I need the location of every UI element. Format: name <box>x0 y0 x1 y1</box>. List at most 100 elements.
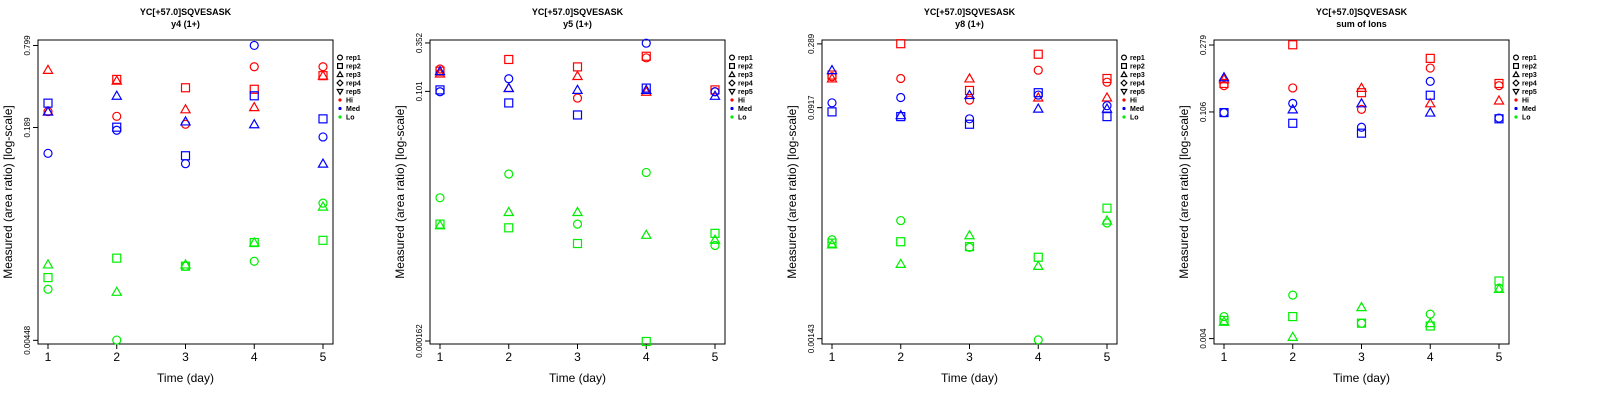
data-point-hi <box>572 62 583 72</box>
data-point-med <box>895 109 907 120</box>
data-point-lo <box>43 272 53 283</box>
x-tick-label: 3 <box>574 350 581 364</box>
x-tick-label: 5 <box>712 350 719 364</box>
data-point-med <box>43 148 53 158</box>
data-point-hi <box>1033 65 1043 75</box>
legend-label-hi: Hi <box>1130 98 1137 105</box>
legend-symbol-lo <box>338 115 342 119</box>
data-point-lo <box>249 237 259 248</box>
data-point-lo <box>248 236 260 247</box>
data-point-med <box>1218 71 1230 82</box>
chart-title: YC[+57.0]SQVESASK <box>924 7 1016 17</box>
data-point-med <box>1287 103 1299 114</box>
data-point-hi <box>248 101 260 112</box>
legend-symbol-rep2 <box>337 62 344 69</box>
legend-symbol-rep3 <box>336 70 344 78</box>
chart-panel-3: YC[+57.0]SQVESASK y8 (1+) 1 2 3 4 5 Time (day) 0… <box>785 7 1145 385</box>
data-point-lo <box>1425 309 1435 319</box>
data-point-hi <box>504 54 514 65</box>
legend-symbol-rep2 <box>728 62 735 69</box>
legend-label-rep3: rep3 <box>1130 72 1145 79</box>
y-tick-label: 0.289 <box>807 33 816 54</box>
data-point-med <box>827 107 837 117</box>
data-point-med <box>1425 76 1435 86</box>
data-point-med <box>249 91 259 101</box>
chart-title: YC[+57.0]SQVESASK <box>1316 7 1408 17</box>
data-point-med <box>640 84 652 94</box>
data-point-hi <box>112 111 122 121</box>
data-point-hi <box>572 93 583 103</box>
data-point-hi <box>1288 40 1298 50</box>
data-point-med <box>435 85 445 95</box>
data-point-lo <box>1288 290 1298 300</box>
data-point-lo <box>318 235 328 245</box>
data-point-med <box>964 114 975 124</box>
data-point-med <box>572 110 583 120</box>
data-point-lo <box>1425 321 1435 331</box>
data-point-hi <box>434 67 446 78</box>
data-point-hi <box>1102 73 1112 84</box>
data-point-lo <box>1102 218 1112 228</box>
data-point-hi <box>1101 91 1113 102</box>
chart-panel-1: YC[+57.0]SQVESASK y4 (1+) 1 2 3 4 5 Time (day) 0… <box>1 7 361 385</box>
legend-symbol-lo <box>1514 115 1518 119</box>
y-tick-label: 0.106 <box>1199 101 1208 122</box>
legend-label-rep4: rep4 <box>1522 81 1537 88</box>
data-point-lo <box>709 234 721 244</box>
data-point-lo <box>572 219 583 229</box>
x-tick-label: 5 <box>320 350 327 364</box>
legend-label-rep4: rep4 <box>738 81 753 88</box>
chart-title: YC[+57.0]SQVESASK <box>140 7 232 17</box>
legend-symbol-rep1 <box>337 54 344 61</box>
x-tick-label: 1 <box>45 350 52 364</box>
data-point-hi <box>179 103 192 114</box>
legend-symbol-hi <box>1122 98 1126 102</box>
data-point-lo <box>43 284 53 294</box>
legend-symbol-rep4 <box>1512 79 1520 87</box>
x-tick-label: 1 <box>1221 350 1228 364</box>
data-point-med <box>180 159 191 169</box>
chart-panel-4: YC[+57.0]SQVESASK sum of Ions 1 2 3 4 5 Time (d… <box>1177 7 1537 385</box>
data-point-med <box>112 122 122 132</box>
legend-label-rep3: rep3 <box>738 72 753 79</box>
data-point-hi <box>42 64 54 74</box>
data-point-hi <box>318 62 328 72</box>
y-axis-label: Measured (area ratio) [log-scale] <box>785 105 799 278</box>
legend-symbol-rep5 <box>1512 88 1520 96</box>
data-point-lo <box>572 238 583 249</box>
chart-subtitle: sum of Ions <box>1336 19 1387 29</box>
legend-symbol-med <box>730 106 734 111</box>
chart-panel-2: YC[+57.0]SQVESASK y5 (1+) 1 2 3 4 5 Time (day) 0… <box>393 7 753 385</box>
x-tick-label: 4 <box>1035 350 1042 364</box>
data-point-hi <box>249 84 259 94</box>
data-point-lo <box>111 286 123 296</box>
data-point-hi <box>1356 104 1367 114</box>
data-point-hi <box>317 69 329 80</box>
data-point-med <box>1102 112 1112 122</box>
data-point-lo <box>1032 260 1044 271</box>
legend-label-med: Med <box>1130 106 1144 113</box>
legend-label-lo: Lo <box>1130 115 1139 122</box>
legend-symbol-lo <box>730 115 734 119</box>
data-point-med <box>1424 106 1436 117</box>
data-point-hi <box>571 70 584 81</box>
data-point-hi <box>180 83 191 93</box>
data-point-lo <box>503 206 515 217</box>
legend-symbol-med <box>1514 106 1518 111</box>
y-tick-label: 0.279 <box>1199 34 1208 55</box>
data-point-med <box>1033 88 1043 98</box>
legend-symbol-rep4 <box>728 79 736 87</box>
data-point-lo <box>641 167 651 178</box>
data-point-med <box>571 84 584 94</box>
data-point-lo <box>964 242 975 253</box>
chart-title: YC[+57.0]SQVESASK <box>532 7 624 17</box>
data-point-med <box>963 89 976 100</box>
legend-label-lo: Lo <box>738 115 747 122</box>
data-point-med <box>435 87 445 97</box>
data-point-hi <box>1425 63 1435 73</box>
data-point-lo <box>1355 301 1368 312</box>
x-tick-label: 3 <box>182 350 189 364</box>
legend-label-lo: Lo <box>1522 115 1531 122</box>
data-point-med <box>1102 101 1112 111</box>
legend-symbol-rep2 <box>1120 62 1127 69</box>
